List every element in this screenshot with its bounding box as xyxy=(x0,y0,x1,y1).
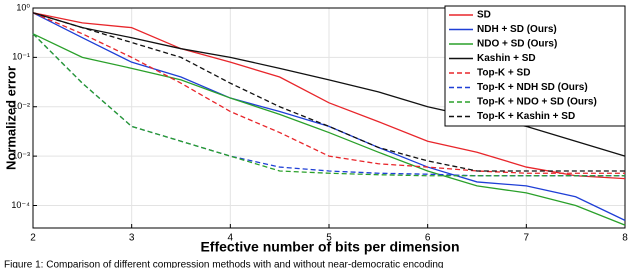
x-tick-label: 8 xyxy=(622,233,628,244)
y-tick-label: 10⁰ xyxy=(16,2,30,12)
legend-label: Top-K + NDO + SD (Ours) xyxy=(477,97,597,108)
y-tick-label: 10⁻³ xyxy=(12,150,30,160)
legend-box xyxy=(444,5,626,127)
legend-label: Top-K + SD xyxy=(477,68,530,79)
y-tick-label: 10⁻² xyxy=(12,101,30,111)
series-line xyxy=(32,33,626,226)
series-line xyxy=(32,12,626,180)
legend-label: Top-K + Kashin + SD xyxy=(477,111,575,122)
legend-label: Top-K + NDH SD (Ours) xyxy=(477,82,588,93)
y-tick-label: 10⁻¹ xyxy=(12,52,30,62)
x-tick-label: 7 xyxy=(524,233,530,244)
legend-label: Kashin + SD xyxy=(477,53,536,64)
x-tick-label: 2 xyxy=(30,233,36,244)
series-line xyxy=(32,33,625,177)
y-tick-label: 10⁻⁴ xyxy=(11,200,30,210)
x-tick-label: 3 xyxy=(129,233,135,244)
series-line xyxy=(32,12,625,174)
x-tick-label: 5 xyxy=(326,233,332,244)
y-axis-label: Normalized error xyxy=(3,66,18,170)
legend-label: NDH + SD (Ours) xyxy=(477,24,557,35)
series-line xyxy=(32,12,625,172)
legend-label: SD xyxy=(477,10,491,21)
series-line xyxy=(32,12,626,221)
series-line xyxy=(32,33,625,177)
x-tick-label: 4 xyxy=(228,233,234,244)
x-tick-label: 6 xyxy=(425,233,431,244)
legend-label: NDO + SD (Ours) xyxy=(477,39,557,50)
legend: SD NDH + SD (Ours) NDO + SD (Ours) Kashin +… xyxy=(444,5,626,127)
caption: Figure 1: Comparison of different compre… xyxy=(4,260,444,268)
x-axis-label: Effective number of bits per dimension xyxy=(200,239,459,255)
